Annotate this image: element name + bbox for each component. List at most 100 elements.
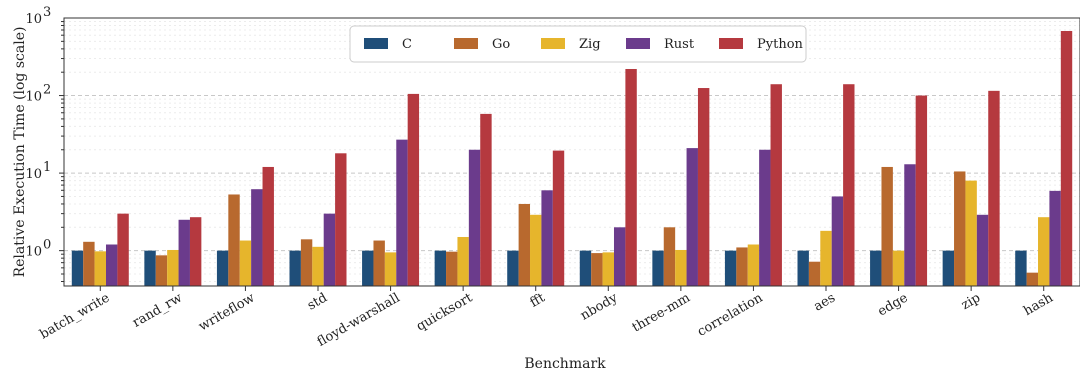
legend-label-rust: Rust — [664, 37, 695, 52]
y-tick-label: 10 — [25, 167, 42, 182]
bar-python-fft — [552, 150, 565, 286]
bar-rust-edge — [904, 164, 916, 286]
bar-python-edge — [915, 95, 928, 286]
x-tick-label: correlation — [695, 290, 766, 340]
legend-swatch-zig — [541, 38, 565, 49]
x-tick-label: std — [305, 290, 330, 313]
bar-python-rand_rw — [189, 217, 202, 286]
bar-rust-hash — [1049, 190, 1061, 286]
bar-rust-three-mm — [686, 148, 698, 286]
legend-label-python: Python — [757, 37, 804, 52]
y-tick-label: 10 — [25, 90, 42, 105]
bar-python-writeflow — [262, 166, 274, 286]
bar-c-rand_rw — [144, 250, 156, 286]
bar-c-three-mm — [652, 250, 664, 286]
y-axis-title: Relative Execution Time (log scale) — [12, 27, 28, 278]
bar-c-quicksort — [434, 250, 447, 286]
bar-c-nbody — [579, 250, 592, 286]
bar-zig-writeflow — [239, 240, 252, 286]
bar-rust-zip — [976, 214, 989, 286]
x-axis: batch_write rand_rw writeflow stdfloyd-wars… — [37, 286, 1056, 350]
x-tick-label: zip — [959, 290, 983, 313]
bar-rust-std — [323, 213, 336, 286]
bar-python-zip — [988, 90, 1000, 286]
bar-c-batch_write — [71, 250, 84, 286]
bar-c-std — [289, 250, 301, 286]
bar-c-edge — [870, 250, 882, 286]
legend-label-zig: Zig — [579, 37, 601, 52]
bar-python-floyd-warshall — [407, 93, 420, 287]
bars — [71, 30, 1073, 287]
y-tick-label: 10 — [25, 245, 42, 260]
bar-rust-floyd-warshall — [396, 139, 408, 286]
bar-c-floyd-warshall — [362, 250, 374, 286]
bar-c-hash — [1015, 250, 1027, 286]
bar-go-hash — [1026, 272, 1039, 286]
bar-go-zip — [954, 171, 966, 286]
legend-label-go: Go — [492, 37, 510, 52]
bar-c-writeflow — [216, 250, 229, 286]
y-tick-exponent: 2 — [43, 83, 51, 98]
bar-go-rand_rw — [155, 255, 168, 286]
bar-zig-nbody — [602, 252, 614, 286]
bar-rust-fft — [541, 190, 553, 286]
x-tick-label: writeflow — [196, 290, 257, 334]
y-tick-label: 10 — [25, 12, 42, 27]
bar-python-quicksort — [480, 113, 492, 287]
bar-zig-hash — [1038, 217, 1050, 286]
bar-python-batch_write — [117, 213, 129, 286]
y-tick-exponent: 3 — [43, 5, 51, 20]
bar-go-fft — [518, 203, 531, 286]
bar-python-std — [335, 153, 347, 286]
bar-go-edge — [881, 166, 893, 286]
bar-go-three-mm — [663, 227, 676, 286]
x-tick-label: hash — [1021, 290, 1056, 319]
bar-rust-aes — [831, 196, 844, 286]
legend-swatch-rust — [626, 38, 650, 49]
bar-go-correlation — [736, 247, 748, 286]
x-tick-label: rand_rw — [130, 290, 185, 330]
bar-go-batch_write — [83, 241, 95, 286]
bar-go-nbody — [591, 253, 603, 286]
bar-rust-writeflow — [251, 189, 263, 286]
bar-zig-three-mm — [675, 249, 687, 286]
legend: C Go Zig Rust Python — [349, 25, 807, 63]
x-tick-label: nbody — [578, 290, 621, 323]
bar-python-three-mm — [697, 88, 710, 287]
bar-zig-zip — [965, 180, 977, 286]
bar-go-writeflow — [228, 194, 240, 286]
bar-zig-edge — [892, 250, 905, 286]
bar-python-aes — [843, 84, 855, 286]
x-tick-label: floyd-warshall — [315, 290, 403, 349]
legend-swatch-python — [719, 38, 743, 49]
bar-zig-floyd-warshall — [384, 252, 397, 286]
bar-c-fft — [507, 250, 519, 286]
bar-zig-batch_write — [94, 251, 106, 286]
plot-frame — [63, 17, 1080, 287]
bar-zig-std — [312, 246, 324, 286]
x-tick-label: batch_write — [37, 290, 112, 342]
bar-zig-quicksort — [457, 236, 469, 286]
x-tick-label: fft — [528, 290, 549, 311]
legend-swatch-go — [454, 38, 478, 49]
bar-zig-rand_rw — [167, 249, 179, 286]
legend-box — [349, 25, 807, 63]
x-axis-title: Benchmark — [524, 356, 606, 372]
bar-rust-rand_rw — [178, 219, 190, 286]
bar-go-aes — [808, 261, 821, 286]
bar-c-aes — [797, 250, 809, 286]
y-tick-exponent: 0 — [43, 238, 51, 253]
bar-zig-fft — [530, 214, 542, 286]
bar-go-quicksort — [446, 251, 458, 286]
x-tick-label: quicksort — [414, 290, 476, 334]
bar-python-nbody — [625, 68, 637, 287]
bar-c-correlation — [724, 250, 737, 286]
bar-python-correlation — [770, 84, 782, 286]
bar-rust-correlation — [759, 149, 771, 286]
legend-label-c: C — [402, 37, 412, 52]
bar-rust-nbody — [613, 227, 626, 286]
bar-rust-quicksort — [468, 149, 481, 286]
legend-swatch-c — [364, 38, 388, 49]
